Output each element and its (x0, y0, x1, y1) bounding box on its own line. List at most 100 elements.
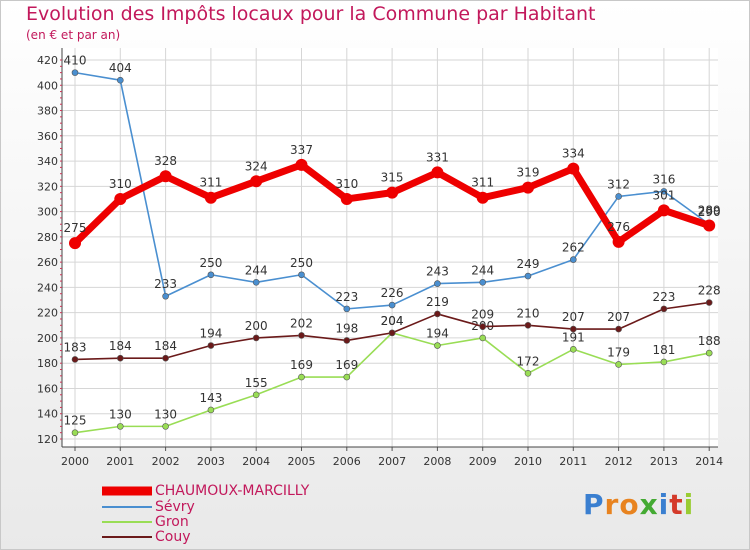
data-point-sevry (298, 271, 305, 279)
data-label-couy: 210 (517, 306, 540, 320)
legend-label-chaumoux-marcilly: CHAUMOUX-MARCILLY (155, 483, 310, 499)
chart-subtitle: (en € et par an) (26, 28, 121, 42)
data-point-sevry (479, 279, 487, 286)
y-tick-label: 400 (37, 79, 58, 92)
data-point-gron (298, 373, 305, 381)
data-point-chaumoux-marcilly (612, 235, 625, 248)
data-label-gron: 169 (335, 358, 358, 372)
y-tick-label: 140 (37, 408, 58, 421)
data-point-gron (343, 373, 351, 381)
x-tick-label: 2009 (469, 455, 497, 468)
legend-label-couy: Couy (155, 529, 191, 545)
data-label-sevry: 250 (199, 256, 222, 270)
data-label-gron: 169 (290, 358, 313, 372)
data-label-couy: 183 (64, 340, 87, 354)
data-label-couy: 209 (471, 308, 494, 322)
data-label-chaumoux-marcilly: 328 (154, 154, 177, 168)
data-label-chaumoux-marcilly: 310 (335, 177, 358, 191)
x-tick-label: 2004 (242, 455, 270, 468)
data-point-sevry (343, 305, 351, 313)
data-point-couy (343, 337, 351, 344)
legend-label-gron: Gron (155, 514, 189, 530)
data-point-gron (479, 334, 487, 342)
y-tick-label: 420 (37, 54, 58, 67)
data-label-couy: 184 (154, 339, 177, 353)
data-label-couy: 198 (335, 321, 358, 335)
x-tick-label: 2003 (197, 455, 225, 468)
data-point-sevry (252, 279, 260, 286)
y-tick-label: 380 (37, 105, 58, 118)
data-label-gron: 204 (381, 314, 404, 328)
x-tick-label: 2001 (106, 455, 134, 468)
data-label-sevry: 410 (64, 54, 87, 68)
data-point-chaumoux-marcilly (703, 219, 716, 232)
data-point-couy (71, 356, 79, 363)
data-label-chaumoux-marcilly: 324 (245, 159, 268, 173)
data-point-sevry (207, 271, 215, 279)
data-point-gron (117, 423, 124, 430)
x-tick-label: 2014 (695, 455, 723, 468)
data-point-chaumoux-marcilly (386, 186, 399, 199)
data-label-gron: 191 (562, 330, 585, 344)
data-point-chaumoux-marcilly (567, 162, 580, 175)
data-label-gron: 179 (607, 345, 630, 359)
data-label-chaumoux-marcilly: 331 (426, 150, 449, 164)
data-label-gron: 130 (154, 407, 177, 421)
data-point-couy (569, 325, 577, 333)
data-label-gron: 194 (426, 327, 449, 341)
data-label-gron: 155 (245, 376, 268, 390)
data-label-chaumoux-marcilly: 289 (698, 203, 721, 217)
y-tick-label: 340 (37, 155, 58, 168)
data-label-sevry: 233 (154, 277, 177, 291)
data-label-sevry: 404 (109, 61, 132, 75)
data-point-sevry (615, 193, 622, 200)
data-point-sevry (660, 188, 668, 195)
data-point-chaumoux-marcilly (159, 170, 172, 183)
y-tick-label: 300 (37, 206, 58, 219)
x-tick-label: 2013 (650, 455, 678, 468)
y-tick-label: 320 (37, 180, 58, 193)
plot-area (62, 48, 718, 447)
data-label-chaumoux-marcilly: 337 (290, 143, 313, 157)
data-point-chaumoux-marcilly (204, 191, 217, 204)
data-label-sevry: 223 (335, 290, 358, 304)
data-point-couy (388, 329, 396, 337)
data-label-sevry: 244 (471, 263, 494, 277)
x-tick-label: 2010 (514, 455, 542, 468)
data-label-gron: 125 (64, 414, 87, 428)
y-tick-label: 360 (37, 130, 58, 143)
data-point-sevry (524, 272, 532, 280)
data-label-couy: 207 (607, 310, 630, 324)
data-point-sevry (117, 76, 124, 84)
data-label-gron: 172 (517, 354, 540, 368)
proxiti-logo: Proxiti (583, 488, 695, 521)
data-point-couy (615, 325, 622, 333)
data-point-gron (524, 370, 532, 377)
data-point-couy (705, 299, 713, 306)
x-tick-label: 2000 (61, 455, 89, 468)
data-point-chaumoux-marcilly (431, 166, 444, 179)
data-point-couy (298, 332, 305, 339)
data-label-chaumoux-marcilly: 301 (652, 188, 675, 202)
data-point-couy (434, 310, 441, 318)
data-label-gron: 181 (652, 343, 675, 357)
y-tick-label: 180 (37, 357, 58, 370)
data-label-couy: 202 (290, 316, 313, 330)
data-label-couy: 223 (652, 290, 675, 304)
data-point-gron (705, 349, 713, 357)
data-label-sevry: 226 (381, 286, 404, 300)
data-point-couy (207, 342, 215, 349)
data-point-gron (660, 358, 668, 366)
chart-title: Evolution des Impôts locaux pour la Comm… (26, 3, 596, 25)
data-point-chaumoux-marcilly (114, 192, 127, 205)
data-label-sevry: 250 (290, 256, 313, 270)
data-label-sevry: 262 (562, 241, 585, 255)
x-tick-label: 2002 (152, 455, 180, 468)
y-tick-label: 200 (37, 332, 58, 345)
data-label-chaumoux-marcilly: 315 (381, 171, 404, 185)
x-tick-label: 2006 (333, 455, 361, 468)
x-tick-label: 2005 (288, 455, 316, 468)
data-label-couy: 219 (426, 295, 449, 309)
data-point-couy (660, 305, 668, 313)
x-tick-label: 2008 (423, 455, 451, 468)
